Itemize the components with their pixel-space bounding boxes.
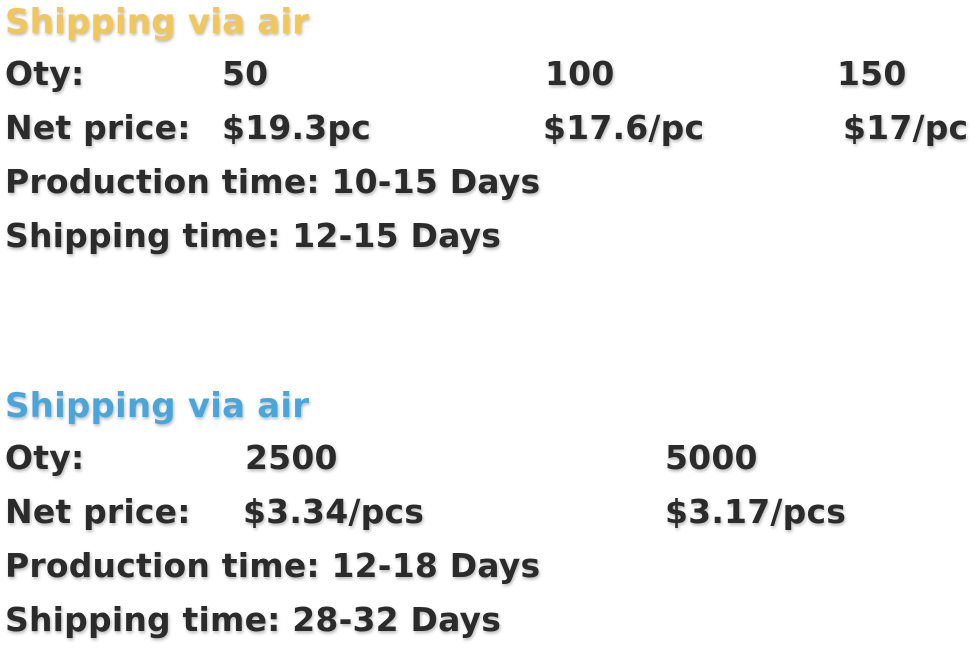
section2-qty-2: 5000 (665, 438, 758, 477)
section1-price-row: Net price: $19.3pc $17.6/pc $17/pc (5, 104, 970, 152)
section2-title: Shipping via air (5, 386, 310, 426)
section2-production-time: Production time: 12-18 Days (5, 546, 541, 585)
section1-qty-label: Oty: (5, 54, 85, 93)
section2-price-1: $3.34/pcs (243, 492, 425, 531)
section1-price-label: Net price: (5, 108, 191, 147)
section1-production-time: Production time: 10-15 Days (5, 162, 541, 201)
section2-qty-label: Oty: (5, 438, 85, 477)
section1-price-3: $17/pc (843, 108, 969, 147)
section2-qty-row: Oty: 2500 5000 (5, 434, 970, 482)
section2-price-label: Net price: (5, 492, 191, 531)
section1-qty-1: 50 (222, 54, 269, 93)
section1-title: Shipping via air (5, 2, 310, 42)
section2-price-row: Net price: $3.34/pcs $3.17/pcs (5, 488, 970, 536)
section1-shipping-time: Shipping time: 12-15 Days (5, 216, 502, 255)
section1-qty-2: 100 (545, 54, 615, 93)
section1-qty-3: 150 (837, 54, 907, 93)
section1-price-2: $17.6/pc (543, 108, 705, 147)
section2-qty-1: 2500 (245, 438, 338, 477)
section2-price-2: $3.17/pcs (665, 492, 847, 531)
section2-shipping-time: Shipping time: 28-32 Days (5, 600, 502, 639)
section1-qty-row: Oty: 50 100 150 (5, 50, 970, 98)
section1-price-1: $19.3pc (222, 108, 371, 147)
